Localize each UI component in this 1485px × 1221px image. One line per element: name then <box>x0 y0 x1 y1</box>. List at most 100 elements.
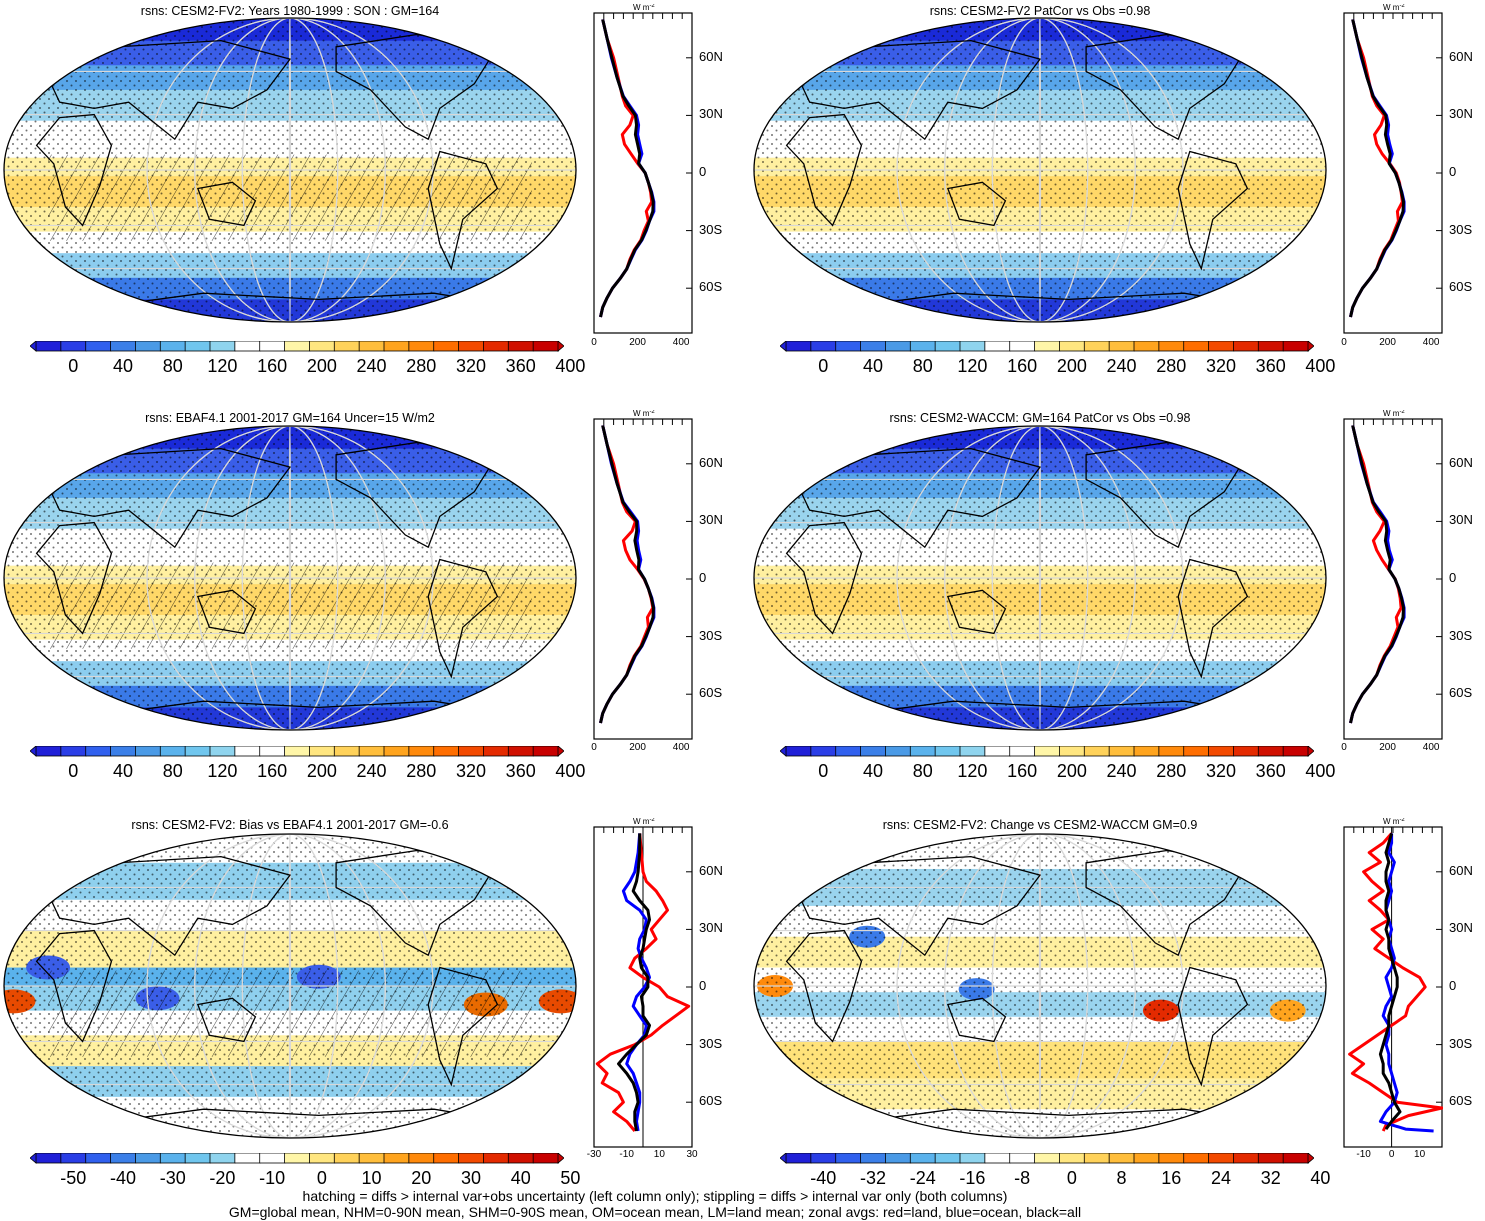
colorbar-swatch <box>909 341 937 352</box>
colorbar-swatch <box>135 746 162 757</box>
coastline <box>196 589 257 635</box>
profile-x-tick-label: 0 <box>591 337 597 348</box>
colorbar-label: 0 <box>818 356 829 376</box>
colorbar-swatch <box>284 1153 311 1164</box>
colorbar-label: 50 <box>560 1168 581 1188</box>
profile-x-tick-label: 10 <box>1414 1149 1426 1160</box>
panel-title: rsns: CESM2-FV2: Years 1980-1999 : SON :… <box>140 4 440 18</box>
colorbar-swatch <box>60 341 87 352</box>
colorbar-swatch <box>1108 341 1135 352</box>
colorbar-swatch <box>358 341 385 352</box>
lat-tick-label: 60N <box>699 862 723 878</box>
lat-tick-label: 30S <box>699 221 723 237</box>
lat-tick-label: 30N <box>699 106 723 122</box>
colorbar-label: 280 <box>406 761 437 781</box>
profile-series-all <box>1349 425 1405 724</box>
colorbar-label: 120 <box>207 761 238 781</box>
colorbar-swatch <box>259 746 286 757</box>
colorbar-swatch <box>159 341 187 352</box>
coastline <box>797 447 1042 549</box>
colorbar-swatch <box>333 746 361 757</box>
coastline <box>1177 150 1249 271</box>
profile-unit-label: W m-2 <box>1383 818 1405 826</box>
colorbar-label: 0 <box>68 761 79 781</box>
colorbar-swatch <box>860 746 887 757</box>
lat-tick-label: 0 <box>1449 978 1457 993</box>
colorbar-swatch <box>234 1153 261 1164</box>
colorbar-swatch <box>110 746 137 757</box>
colorbar-swatch <box>507 341 535 352</box>
lat-tick-label: 30S <box>1449 221 1473 237</box>
profile-x-tick-label: -30 <box>586 1149 602 1160</box>
colorbar-swatch <box>1083 746 1111 757</box>
colorbar-swatch <box>959 746 986 757</box>
colorbar-swatch <box>785 341 812 352</box>
colorbar-label: 200 <box>306 356 337 376</box>
colorbar-swatch <box>1282 341 1309 352</box>
colorbar-label: 120 <box>207 356 238 376</box>
colorbar-label: 400 <box>1305 356 1336 376</box>
coastline <box>427 150 499 271</box>
colorbar-label: 120 <box>957 356 988 376</box>
colorbar-swatch <box>1009 1153 1036 1164</box>
lat-tick-label: 0 <box>699 164 707 179</box>
colorbar-swatch <box>1208 746 1235 757</box>
colorbar-swatch <box>85 746 112 757</box>
colorbar-swatch <box>458 746 485 757</box>
colorbar-label: 0 <box>68 356 79 376</box>
colorbar-swatch <box>507 746 535 757</box>
colorbar-label: 360 <box>1255 356 1286 376</box>
colorbar-label: 400 <box>1305 761 1336 781</box>
profile-x-tick-label: 200 <box>1379 742 1396 753</box>
colorbar-swatch <box>35 1153 62 1164</box>
colorbar-swatch <box>984 746 1011 757</box>
profile-x-tick-label: 400 <box>672 337 690 348</box>
colorbar-swatch <box>234 746 261 757</box>
colorbar-swatch <box>259 341 286 352</box>
coastline <box>785 113 863 227</box>
lat-tick-label: 60S <box>699 685 723 701</box>
colorbar-swatch <box>934 746 961 757</box>
colorbar-swatch <box>1257 341 1285 352</box>
panel-title: rsns: CESM2-WACCM: GM=164 PatCor vs Obs … <box>889 411 1191 425</box>
map-p2 <box>753 17 1327 323</box>
colorbar-label: 320 <box>1205 761 1237 781</box>
colorbar-swatch <box>1083 341 1111 352</box>
colorbar-swatch <box>1108 1153 1135 1164</box>
colorbar-label: 240 <box>1106 356 1137 376</box>
lat-tick-label: 30N <box>699 920 723 936</box>
colorbar-label: 10 <box>361 1168 382 1188</box>
profile-series-ocean <box>1378 833 1434 1133</box>
colorbar-label: 40 <box>510 1168 531 1188</box>
profile-x-tick-label: -10 <box>1356 1149 1371 1160</box>
colorbar-label: 240 <box>356 356 387 376</box>
coastline <box>35 929 113 1043</box>
coastline <box>785 521 863 635</box>
colorbar-swatch <box>135 341 162 352</box>
map-field <box>4 18 576 322</box>
colorbar-swatch <box>909 1153 937 1164</box>
profile-p5: W m-2 <box>593 818 693 1148</box>
colorbar-swatch <box>1034 1153 1061 1164</box>
profile-x-tick-label: 200 <box>629 742 646 753</box>
colorbar-label: -50 <box>60 1168 87 1188</box>
profile-p1: W m-2 <box>593 4 693 334</box>
lat-tick-label: 60S <box>699 1093 723 1109</box>
colorbar-swatch <box>507 1153 535 1164</box>
colorbar-label: 40 <box>862 761 884 781</box>
lat-tick-label: 0 <box>1449 570 1457 585</box>
colorbar-swatch <box>1133 746 1160 757</box>
colorbar-label: 200 <box>1056 356 1087 376</box>
colorbar-swatch <box>309 1153 336 1164</box>
colorbar-swatch <box>1158 1153 1185 1164</box>
profile-x-tick-label: 200 <box>629 337 646 348</box>
colorbar-swatch <box>60 1153 87 1164</box>
colorbar-swatch <box>1059 1153 1086 1164</box>
colorbar-swatch <box>1059 746 1086 757</box>
colorbar-swatch <box>810 1153 837 1164</box>
profile-unit-label: W m-2 <box>633 4 655 12</box>
colorbar-swatch <box>1257 746 1285 757</box>
colorbar-swatch <box>835 746 862 757</box>
colorbar-swatch <box>1083 1153 1111 1164</box>
profile-x-tick-label: 400 <box>672 742 690 753</box>
